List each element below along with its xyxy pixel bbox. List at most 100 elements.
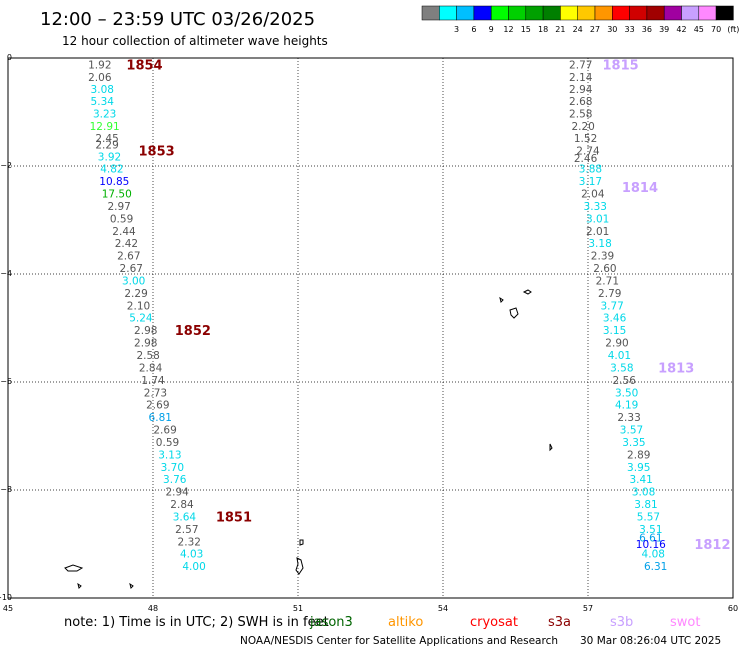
wave-height-label: 3.13 <box>158 449 181 461</box>
legend-label: 9 <box>489 25 494 34</box>
wave-height-label: 2.77 <box>569 59 592 71</box>
x-tick-label: 60 <box>728 604 738 613</box>
wave-height-label: 2.73 <box>144 387 167 399</box>
wave-height-label: 4.82 <box>100 164 123 176</box>
legend-label: 21 <box>555 25 565 34</box>
wave-height-label: 2.84 <box>170 499 194 511</box>
x-tick-label: 57 <box>583 604 593 613</box>
wave-height-label: 2.06 <box>88 72 112 84</box>
wave-height-label: 3.95 <box>627 462 650 474</box>
legend-swatch <box>612 5 630 21</box>
wave-height-label: 2.20 <box>571 121 594 133</box>
legend-swatch <box>681 5 700 21</box>
footer-credit: NOAA/NESDIS Center for Satellite Applica… <box>240 635 558 647</box>
satellite-label-s3a: s3a <box>548 615 571 630</box>
wave-height-label: 2.90 <box>605 338 628 350</box>
legend-swatch <box>629 5 648 21</box>
legend-swatch <box>473 5 492 21</box>
y-tick-label: −2 <box>0 161 12 170</box>
satellite-label-swot: swot <box>670 615 700 630</box>
legend-label: 24 <box>573 25 583 34</box>
legend-swatch <box>594 5 613 21</box>
wave-height-label: 2.39 <box>591 251 614 263</box>
island-shape <box>64 564 84 572</box>
legend-label: 30 <box>607 25 617 34</box>
wave-height-label: 3.50 <box>615 387 638 399</box>
wave-height-label: 2.69 <box>146 400 169 412</box>
wave-height-label: 10.85 <box>99 176 129 188</box>
wave-height-label: 4.03 <box>180 549 203 561</box>
legend-label: 36 <box>642 25 652 34</box>
wave-height-label: 6.61 <box>639 533 662 545</box>
legend-swatch <box>663 5 682 21</box>
wave-height-label: 3.08 <box>91 84 114 96</box>
island-outlines <box>64 289 553 589</box>
wave-height-label: 2.32 <box>178 536 201 548</box>
island-shape <box>522 289 532 295</box>
wave-height-label: 2.97 <box>107 201 130 213</box>
wave-height-label: 2.60 <box>593 263 616 275</box>
legend-label: (ft) <box>727 25 739 34</box>
legend-swatch <box>490 5 509 21</box>
x-tick-label: 51 <box>293 604 303 613</box>
x-tick-label: 48 <box>148 604 158 613</box>
legend-label: 42 <box>676 25 686 34</box>
y-tick-label: 0 <box>7 53 12 62</box>
wave-height-label: 3.17 <box>579 176 602 188</box>
wave-height-label: 2.67 <box>120 263 143 275</box>
color-legend: 3 6 9 12 15 18 21 24 27 30 33 36 39 42 45 70 (ft) <box>421 5 739 34</box>
wave-height-label: 2.29 <box>95 139 118 151</box>
wave-height-label: 17.50 <box>102 189 132 201</box>
pass-number-label: 1853 <box>139 144 175 159</box>
legend-swatch <box>421 5 440 21</box>
legend-swatch <box>456 5 475 21</box>
wave-height-label: 2.10 <box>127 300 150 312</box>
pass-number-label: 1851 <box>216 510 252 525</box>
wave-height-label: 2.94 <box>569 84 593 96</box>
map-grid <box>8 58 733 598</box>
wave-height-label: 3.58 <box>610 362 633 374</box>
wave-height-label: 2.14 <box>569 72 593 84</box>
wave-height-label: 2.45 <box>95 133 118 145</box>
wave-height-label: 2.33 <box>617 412 640 424</box>
legend-swatch <box>542 5 561 21</box>
legend-label: 39 <box>659 25 669 34</box>
legend-swatch <box>715 5 734 21</box>
wave-height-label: 3.70 <box>161 462 184 474</box>
axis-ticks: 45 48 51 54 57 60 0 −2 −4 −6 −8 −10 <box>0 53 738 613</box>
wave-height-label: 3.76 <box>163 474 187 486</box>
wave-height-label: 3.01 <box>586 213 609 225</box>
wave-height-label: 2.71 <box>596 275 619 287</box>
legend-label: 12 <box>503 25 513 34</box>
wave-height-label: 3.51 <box>639 524 662 536</box>
satellite-label-cryosat: cryosat <box>470 615 518 630</box>
wave-height-label: 0.59 <box>110 213 133 225</box>
legend-label: 3 <box>454 25 459 34</box>
wave-height-label: 3.57 <box>620 425 643 437</box>
satellite-label-altiko: altiko <box>388 615 423 630</box>
wave-height-label: 5.57 <box>637 511 660 523</box>
y-tick-label: −8 <box>0 485 12 494</box>
legend-swatch <box>560 5 578 21</box>
legend-label: 27 <box>590 25 600 34</box>
y-tick-label: −6 <box>0 377 12 386</box>
wave-height-label: 3.18 <box>588 238 611 250</box>
y-tick-label: −10 <box>0 593 12 602</box>
wave-height-label: 2.68 <box>569 96 592 108</box>
legend-swatch <box>525 5 544 21</box>
wave-height-label: 2.79 <box>598 288 621 300</box>
legend-label: 45 <box>694 25 704 34</box>
wave-height-label: 2.57 <box>175 524 198 536</box>
island-shape <box>129 582 134 589</box>
wave-height-label: 2.56 <box>613 375 637 387</box>
wave-height-label: 3.00 <box>122 275 145 287</box>
wave-height-label: 2.84 <box>139 362 163 374</box>
wave-height-label: 0.59 <box>156 437 179 449</box>
wave-height-label: 2.01 <box>586 226 609 238</box>
legend-swatch <box>508 5 527 21</box>
wave-height-label: 5.24 <box>129 313 153 325</box>
wave-height-label: 3.46 <box>603 313 627 325</box>
wave-height-label: 2.94 <box>165 487 189 499</box>
legend-label: 33 <box>625 25 635 34</box>
